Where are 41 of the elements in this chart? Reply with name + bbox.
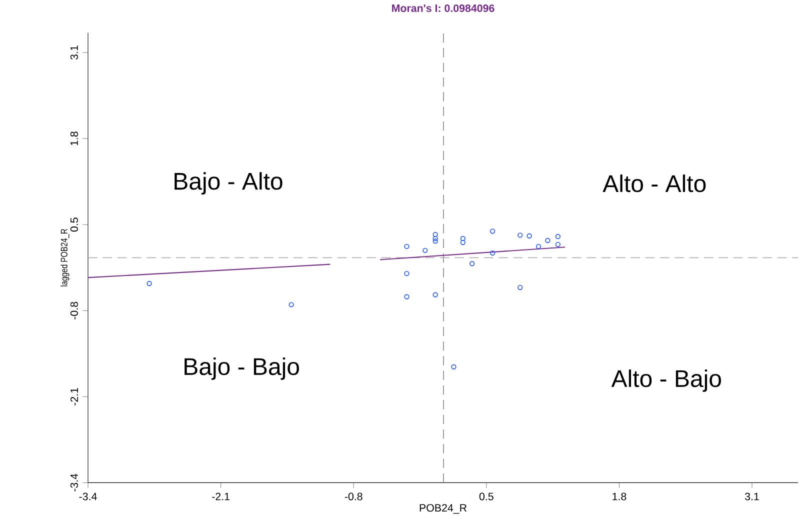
point [460, 240, 466, 246]
point [518, 285, 523, 290]
point [432, 292, 438, 298]
x-axis-title: POB24_R [420, 504, 467, 514]
annotation: Alto - Bajo [611, 370, 721, 392]
point [432, 238, 438, 244]
annotation: Alto - Alto [602, 174, 706, 192]
y-tick-label: 3.1 [70, 46, 78, 60]
point [555, 234, 561, 240]
point [470, 261, 475, 266]
point [518, 232, 523, 238]
annotation: Bajo - Bajo [184, 358, 299, 380]
y-tick-label: -0.8 [70, 302, 78, 320]
point [490, 228, 496, 234]
point [432, 232, 438, 238]
point [490, 250, 496, 256]
y-tick-label: 0.5 [70, 218, 78, 232]
x-tick-label: 0.5 [479, 492, 494, 500]
point [555, 242, 561, 248]
point [404, 244, 410, 250]
point [432, 236, 438, 242]
point [536, 244, 542, 250]
y-axis-title: lagged POB24_R [60, 229, 70, 286]
point [146, 281, 152, 286]
point [545, 238, 550, 244]
point [460, 236, 466, 242]
y-tick-label: -2.1 [70, 388, 78, 406]
x-tick-label: -2.1 [212, 492, 230, 500]
x-tick-label: -3.4 [79, 492, 97, 500]
y-tick-label: 1.8 [70, 132, 78, 146]
x-tick-label: -0.8 [344, 492, 362, 500]
point [451, 364, 456, 370]
annotation: Bajo - Alto [174, 172, 282, 195]
chart-title: Moran's I: 0.0984096 [392, 4, 494, 12]
point [404, 271, 410, 276]
point [526, 233, 532, 239]
point [404, 294, 410, 300]
x-tick-label: 3.1 [745, 492, 759, 500]
point [288, 302, 294, 308]
point [422, 248, 428, 254]
x-tick-label: 1.8 [612, 492, 626, 500]
